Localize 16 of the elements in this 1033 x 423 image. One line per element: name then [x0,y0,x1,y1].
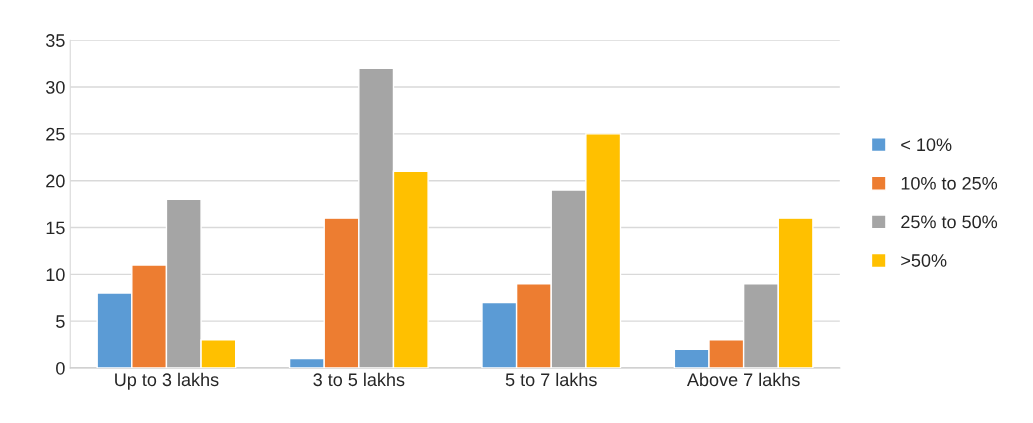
legend-label: 10% to 25% [901,176,998,190]
y-tick-label: 0 [56,361,65,375]
y-tick-label: 5 [56,315,65,328]
legend-label: 25% to 50% [901,215,998,229]
x-tick-label: Up to 3 lakhs [115,372,219,390]
legend-label: >50% [901,254,947,267]
x-tick-label: Above 7 lakhs [686,372,800,387]
y-tick-label: 30 [45,80,65,94]
legend-label: < 10% [901,138,952,152]
y-tick-label: 15 [46,221,65,235]
y-tick-label: 10 [46,268,65,282]
y-tick-label: 25 [46,127,65,141]
y-tick-label: 20 [46,174,65,188]
y-tick-label: 35 [45,34,65,47]
x-tick-label: 5 to 7 lakhs [505,372,597,387]
x-tick-label: 3 to 5 lakhs [313,372,405,387]
